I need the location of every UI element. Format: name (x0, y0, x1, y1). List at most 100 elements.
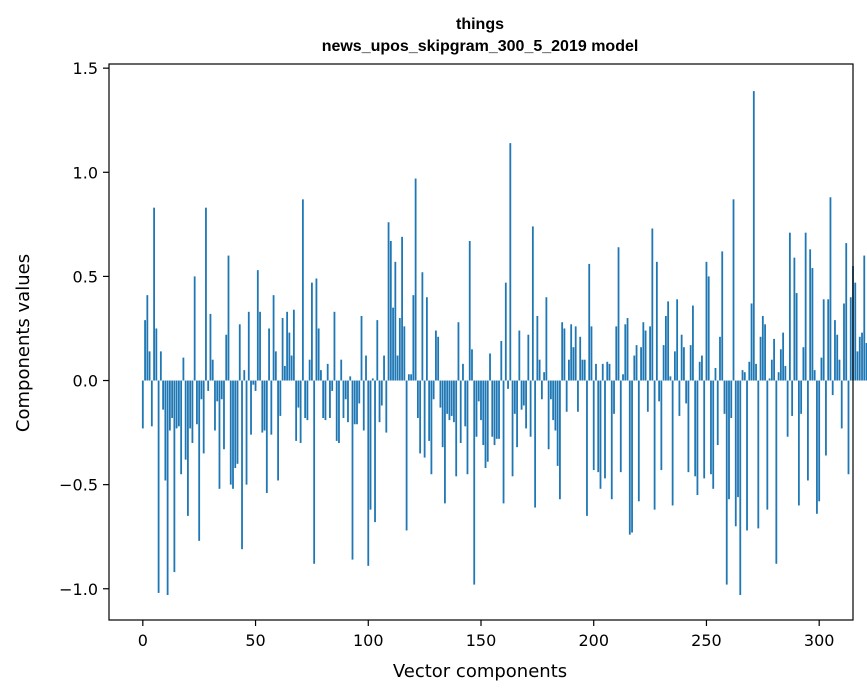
bar (333, 311, 336, 381)
bar (507, 380, 509, 389)
bar (552, 380, 555, 421)
bar (385, 380, 388, 433)
bar (182, 357, 185, 381)
bar (500, 340, 503, 381)
x-axis-ticks: 0 50 100 150 200 250 300 (138, 620, 834, 650)
bar (660, 380, 663, 471)
bar (376, 320, 379, 381)
bar (689, 345, 692, 381)
bar (313, 380, 316, 564)
bar (450, 380, 453, 416)
bar (437, 336, 440, 381)
bar (707, 276, 710, 381)
bar (788, 232, 791, 381)
bar (714, 368, 717, 381)
bar (655, 261, 658, 381)
bar (581, 359, 584, 381)
bar (401, 236, 403, 381)
bar (786, 380, 789, 437)
bar (261, 380, 264, 433)
bar (349, 376, 352, 381)
bar (340, 359, 343, 381)
bar (540, 380, 543, 400)
bar (256, 270, 259, 381)
bar (403, 326, 406, 381)
bar (565, 380, 568, 412)
bar (822, 299, 825, 381)
bar (162, 380, 165, 410)
bar (232, 380, 234, 489)
bar (371, 378, 374, 381)
bar (631, 380, 633, 533)
bar (554, 380, 557, 431)
bar (750, 303, 753, 381)
bar (247, 311, 250, 381)
bar (624, 324, 627, 381)
bar (225, 334, 228, 381)
bar (214, 380, 216, 431)
bar (741, 370, 744, 381)
bar (577, 380, 579, 412)
bar (448, 380, 451, 421)
bar (205, 207, 207, 381)
bar (538, 359, 541, 381)
bar (141, 380, 144, 429)
bar (315, 278, 318, 381)
bar (509, 143, 512, 381)
bar (775, 380, 778, 564)
bar (428, 380, 431, 441)
bar (563, 328, 566, 381)
bar (493, 380, 496, 446)
bar (148, 351, 151, 381)
bar (482, 380, 485, 446)
bar (791, 380, 794, 416)
bar (234, 380, 237, 468)
bar (455, 380, 458, 477)
bar (865, 343, 867, 381)
bar (845, 243, 848, 381)
bar (475, 380, 478, 437)
bar (502, 380, 505, 504)
bar (259, 311, 261, 381)
bar (198, 380, 201, 541)
bar (220, 380, 223, 400)
bar (304, 380, 307, 418)
bar (223, 380, 225, 450)
bar (398, 318, 401, 381)
bar (290, 355, 293, 381)
bar (671, 380, 674, 506)
bar (518, 330, 521, 381)
bar (651, 228, 654, 381)
bar (737, 380, 739, 498)
bar (347, 380, 349, 423)
bar (599, 380, 602, 489)
bar (622, 374, 624, 381)
bar (473, 380, 476, 585)
bar (369, 380, 372, 510)
bar (545, 297, 548, 381)
bar (516, 380, 518, 448)
bar (723, 380, 726, 414)
bar (374, 380, 376, 523)
bar (719, 336, 721, 381)
bar (383, 355, 385, 381)
bar (245, 380, 248, 485)
bar (588, 263, 591, 381)
bar (633, 355, 636, 381)
bar (590, 326, 593, 381)
bar (854, 282, 857, 381)
bar (430, 380, 433, 475)
bar (466, 380, 469, 475)
bar (696, 380, 699, 496)
bar (498, 380, 500, 439)
bar (601, 363, 604, 381)
bar (556, 380, 559, 466)
bar (534, 380, 537, 508)
bar (196, 380, 198, 425)
bar (543, 372, 546, 381)
bar (698, 361, 701, 381)
bar (351, 380, 354, 560)
x-tick-label: 0 (138, 631, 148, 650)
bar (241, 380, 243, 550)
bar (326, 363, 329, 381)
